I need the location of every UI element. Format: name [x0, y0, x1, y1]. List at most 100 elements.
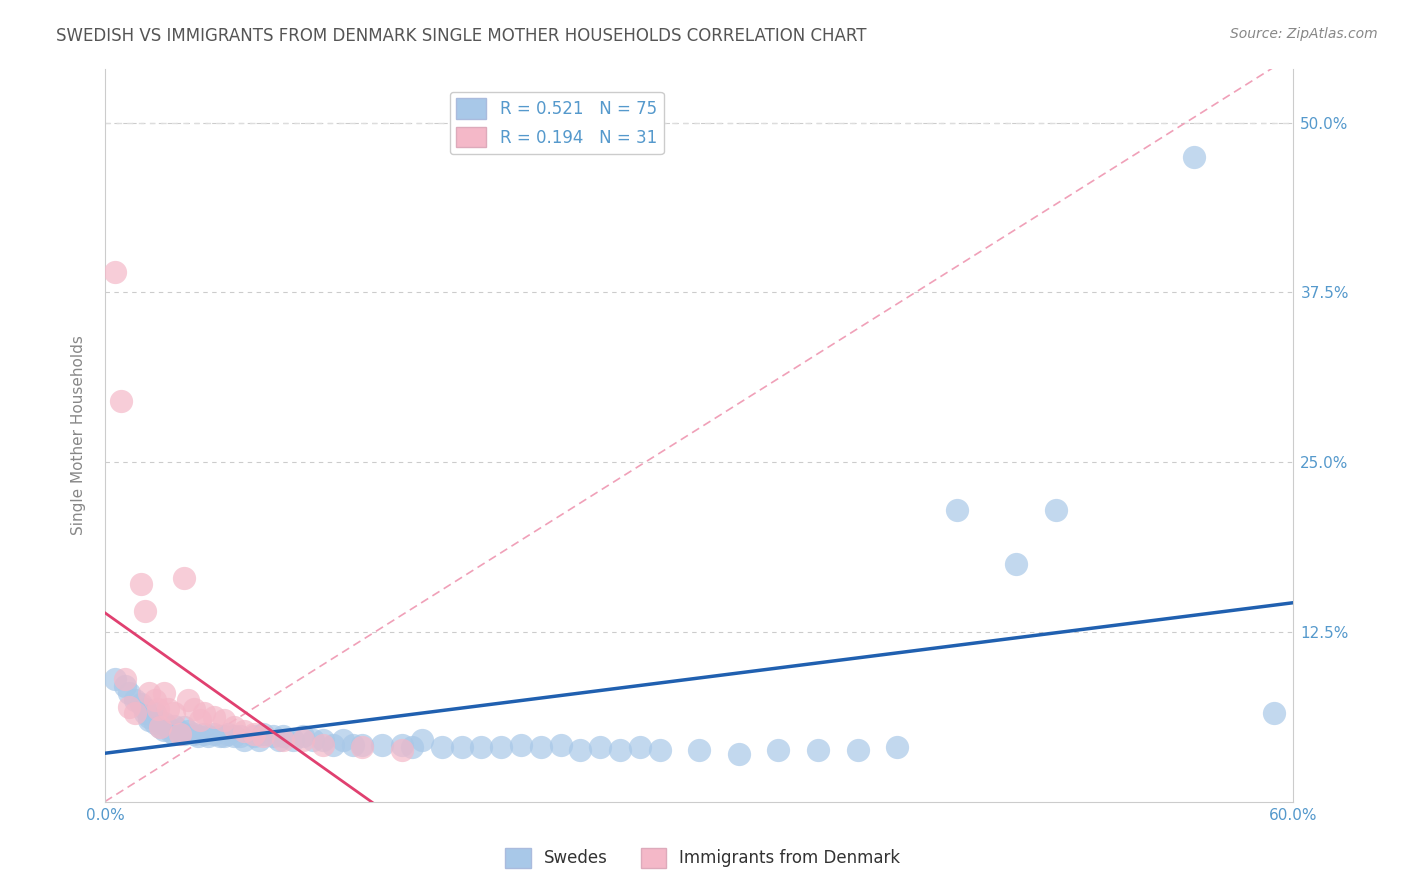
Point — [589, 740, 612, 755]
Point — [262, 730, 284, 744]
Point — [470, 740, 492, 755]
Point — [352, 740, 374, 755]
Point — [430, 740, 453, 755]
Point — [212, 713, 235, 727]
Point — [197, 730, 219, 744]
Point — [143, 715, 166, 730]
Point — [212, 730, 235, 744]
Point — [138, 686, 160, 700]
Point — [391, 743, 413, 757]
Point — [173, 720, 195, 734]
Point — [193, 706, 215, 721]
Point — [252, 726, 274, 740]
Point — [510, 738, 533, 752]
Point — [148, 713, 170, 727]
Point — [193, 726, 215, 740]
Point — [768, 743, 790, 757]
Point — [271, 730, 294, 744]
Point — [312, 738, 335, 752]
Point — [149, 720, 172, 734]
Point — [118, 699, 141, 714]
Point — [114, 673, 136, 687]
Point — [138, 710, 160, 724]
Legend: R = 0.521   N = 75, R = 0.194   N = 31: R = 0.521 N = 75, R = 0.194 N = 31 — [450, 92, 664, 153]
Point — [134, 605, 156, 619]
Point — [183, 702, 205, 716]
Point — [945, 502, 967, 516]
Point — [727, 747, 749, 761]
Point — [242, 730, 264, 744]
Point — [104, 673, 127, 687]
Point — [148, 702, 170, 716]
Point — [153, 723, 176, 737]
Point — [411, 733, 433, 747]
Point — [134, 702, 156, 716]
Point — [157, 720, 180, 734]
Point — [249, 733, 271, 747]
Text: SWEDISH VS IMMIGRANTS FROM DENMARK SINGLE MOTHER HOUSEHOLDS CORRELATION CHART: SWEDISH VS IMMIGRANTS FROM DENMARK SINGL… — [56, 27, 866, 45]
Point — [232, 733, 254, 747]
Point — [807, 743, 830, 757]
Point — [1005, 557, 1028, 571]
Point — [648, 743, 671, 757]
Point — [104, 265, 127, 279]
Point — [302, 733, 325, 747]
Point — [143, 706, 166, 721]
Point — [110, 394, 132, 409]
Point — [228, 730, 250, 744]
Point — [391, 738, 413, 752]
Point — [124, 706, 146, 721]
Point — [292, 733, 315, 747]
Point — [242, 726, 264, 740]
Point — [628, 740, 651, 755]
Point — [332, 733, 354, 747]
Point — [163, 706, 186, 721]
Point — [222, 720, 245, 734]
Point — [371, 738, 394, 752]
Point — [143, 692, 166, 706]
Point — [292, 730, 315, 744]
Point — [188, 713, 211, 727]
Legend: Swedes, Immigrants from Denmark: Swedes, Immigrants from Denmark — [499, 841, 907, 875]
Point — [322, 738, 344, 752]
Point — [202, 710, 225, 724]
Point — [569, 743, 592, 757]
Point — [489, 740, 512, 755]
Point — [153, 715, 176, 730]
Point — [183, 726, 205, 740]
Point — [886, 740, 908, 755]
Point — [124, 692, 146, 706]
Y-axis label: Single Mother Households: Single Mother Households — [72, 335, 86, 535]
Point — [114, 679, 136, 693]
Point — [138, 713, 160, 727]
Point — [173, 570, 195, 584]
Point — [1263, 706, 1285, 721]
Point — [688, 743, 710, 757]
Point — [129, 697, 152, 711]
Point — [177, 692, 200, 706]
Point — [312, 733, 335, 747]
Point — [173, 726, 195, 740]
Point — [202, 726, 225, 740]
Point — [163, 726, 186, 740]
Point — [550, 738, 572, 752]
Point — [401, 740, 423, 755]
Point — [169, 723, 191, 738]
Point — [134, 706, 156, 721]
Point — [252, 730, 274, 744]
Point — [149, 720, 172, 734]
Point — [846, 743, 869, 757]
Point — [159, 723, 181, 738]
Point — [283, 733, 305, 747]
Point — [450, 740, 472, 755]
Point — [187, 730, 209, 744]
Point — [208, 730, 231, 744]
Point — [1182, 150, 1205, 164]
Point — [232, 723, 254, 738]
Point — [153, 686, 176, 700]
Point — [177, 723, 200, 738]
Point — [1045, 502, 1067, 516]
Point — [609, 743, 631, 757]
Point — [118, 686, 141, 700]
Point — [157, 702, 180, 716]
